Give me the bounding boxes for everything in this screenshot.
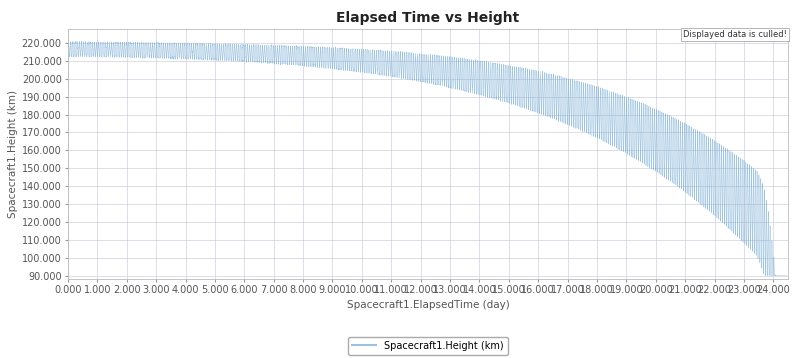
X-axis label: Spacecraft1.ElapsedTime (day): Spacecraft1.ElapsedTime (day) xyxy=(346,300,510,310)
Text: Displayed data is culled!: Displayed data is culled! xyxy=(683,30,787,39)
Title: Elapsed Time vs Height: Elapsed Time vs Height xyxy=(336,11,520,25)
Y-axis label: Spacecraft1.Height (km): Spacecraft1.Height (km) xyxy=(7,90,18,218)
Legend: Spacecraft1.Height (km): Spacecraft1.Height (km) xyxy=(348,337,508,354)
